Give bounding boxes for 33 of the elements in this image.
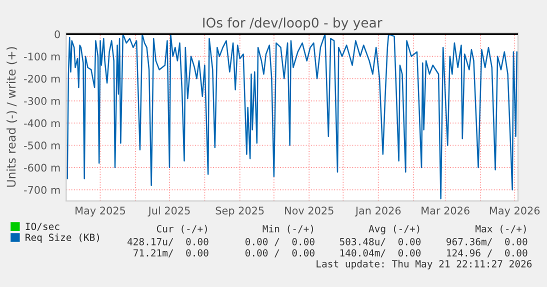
y-tick-label: -300 m [24, 97, 60, 105]
text: 967.36m/ 0.00 [446, 238, 528, 246]
y-tick-label: -600 m [24, 164, 60, 172]
y-axis-title: Units read (-) / write (+) [6, 47, 18, 187]
text: Cur (-/+) [156, 224, 207, 234]
chart-title: IOs for /dev/loop0 - by year [203, 17, 382, 30]
line-series [66, 33, 518, 200]
y-tick-label: 0 [54, 30, 60, 38]
text: 428.17u/ 0.00 [127, 238, 208, 246]
legend-label: IO/sec [26, 222, 60, 231]
x-tick-label: Mar 2026 [422, 206, 470, 215]
text: Avg (-/+) [368, 224, 420, 234]
x-tick-label: Jul 2025 [148, 206, 190, 216]
y-tick-label: -200 m [24, 74, 60, 83]
legend-label: Req Size (KB) [26, 233, 99, 243]
text: 140.04m/ 0.00 [340, 249, 421, 258]
y-tick-label: -700 m [24, 186, 60, 194]
text: 0.00 / 0.00 [245, 249, 314, 258]
text: Max (-/+) [476, 224, 526, 234]
x-tick-label: May 2026 [490, 206, 540, 217]
text: 503.48u/ 0.00 [340, 238, 421, 246]
x-tick-label: Jan 2026 [354, 206, 401, 216]
y-tick-label: -400 m [24, 119, 60, 128]
text: 71.21m/ 0.00 [134, 249, 208, 258]
text: 0.00 / 0.00 [245, 238, 314, 246]
y-tick-label: -100 m [24, 52, 60, 60]
text: 124.96 / 0.00 [447, 249, 528, 258]
x-tick-label: Sep 2025 [216, 206, 264, 217]
text: Min (-/+) [262, 224, 314, 234]
x-tick-label: Nov 2025 [285, 206, 334, 215]
x-tick-label: May 2025 [76, 206, 126, 217]
y-tick-label: -500 m [24, 142, 60, 150]
text: Last update: Thu May 21 22:11:27 2026 [316, 260, 532, 270]
